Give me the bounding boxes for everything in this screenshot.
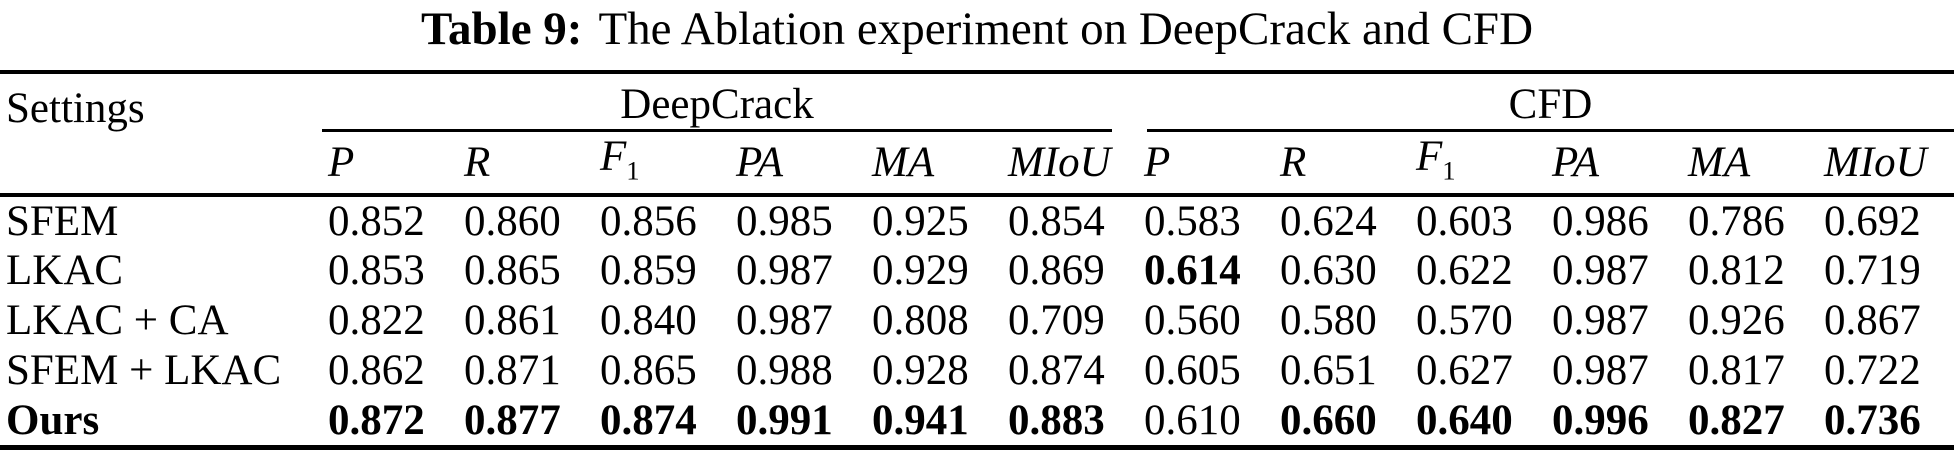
metric-value: 0.580 [1280, 297, 1377, 345]
metric-value: 0.822 [328, 297, 425, 345]
row-label: SFEM + LKAC [6, 347, 282, 395]
metric-value: 0.874 [600, 396, 697, 444]
metric-header-row: P R F1 PA MA MIoU P R F1 PA MA MIoU [0, 132, 1954, 195]
metric-value: 0.660 [1280, 396, 1377, 444]
metric-header-deepcrack-p: P [328, 138, 355, 186]
metric-value: 0.651 [1280, 347, 1377, 395]
group-header-deepcrack-label: DeepCrack [322, 74, 1112, 132]
metric-value: 0.867 [1824, 297, 1921, 345]
metric-value: 0.987 [736, 297, 833, 345]
table-row: LKAC + CA 0.822 0.861 0.840 0.987 0.808 0.709 0… [0, 296, 1954, 346]
table-caption: Table 9: The Ablation experiment on DeepC… [0, 0, 1954, 70]
metric-value: 0.987 [1552, 297, 1649, 345]
metric-value: 0.812 [1688, 247, 1785, 295]
metric-value: 0.854 [1008, 197, 1105, 245]
metric-value: 0.865 [600, 347, 697, 395]
metric-value: 0.630 [1280, 247, 1377, 295]
metric-value: 0.865 [464, 247, 561, 295]
metric-header-deepcrack-pa: PA [736, 138, 783, 186]
metric-value: 0.736 [1824, 396, 1921, 444]
metric-value: 0.874 [1008, 347, 1105, 395]
table-row: SFEM 0.852 0.860 0.856 0.985 0.925 0.854 0.583 0… [0, 195, 1954, 246]
metric-value: 0.786 [1688, 197, 1785, 245]
metric-header-cfd-p: P [1144, 138, 1171, 186]
metric-value: 0.988 [736, 347, 833, 395]
metric-value: 0.941 [872, 396, 969, 444]
metric-header-deepcrack-miou: MIoU [1008, 138, 1111, 186]
metric-value: 0.840 [600, 297, 697, 345]
metric-value: 0.883 [1008, 396, 1105, 444]
metric-header-cfd-pa: PA [1552, 138, 1599, 186]
metric-header-deepcrack-ma: MA [872, 138, 935, 186]
metric-value: 0.605 [1144, 347, 1241, 395]
metric-value: 0.926 [1688, 297, 1785, 345]
metric-header-cfd-r: R [1280, 138, 1307, 186]
group-header-cfd: CFD [1138, 72, 1954, 132]
group-header-cfd-label: CFD [1147, 74, 1954, 132]
metric-value: 0.583 [1144, 197, 1241, 245]
metric-value: 0.861 [464, 297, 561, 345]
metric-value: 0.610 [1144, 396, 1241, 444]
metric-value: 0.859 [600, 247, 697, 295]
table-row: SFEM + LKAC 0.862 0.871 0.865 0.988 0.928 0.87… [0, 346, 1954, 396]
metric-value: 0.872 [328, 396, 425, 444]
table-row: Ours 0.872 0.877 0.874 0.991 0.941 0.883 0.610 0… [0, 396, 1954, 448]
metric-value: 0.928 [872, 347, 969, 395]
table-header: Settings DeepCrack CFD P R F1 PA MA MIoU P R F1 P… [0, 72, 1954, 195]
metric-value: 0.692 [1824, 197, 1921, 245]
metric-value: 0.925 [872, 197, 969, 245]
metric-value: 0.987 [1552, 347, 1649, 395]
metric-value: 0.719 [1824, 247, 1921, 295]
metric-value: 0.622 [1416, 247, 1513, 295]
metric-header-cfd-miou: MIoU [1824, 138, 1927, 186]
metric-value: 0.987 [736, 247, 833, 295]
metric-value: 0.827 [1688, 396, 1785, 444]
metric-value: 0.985 [736, 197, 833, 245]
metric-value: 0.640 [1416, 396, 1513, 444]
row-label: Ours [6, 396, 100, 444]
metric-header-deepcrack-f1: F1 [600, 133, 640, 186]
row-label: LKAC [6, 247, 124, 295]
metric-value: 0.869 [1008, 247, 1105, 295]
group-header-row: Settings DeepCrack CFD [0, 72, 1954, 132]
table-row: LKAC 0.853 0.865 0.859 0.987 0.929 0.869 0.614 0… [0, 246, 1954, 296]
metric-value: 0.808 [872, 297, 969, 345]
metric-value: 0.627 [1416, 347, 1513, 395]
metric-value: 0.603 [1416, 197, 1513, 245]
table-body: SFEM 0.852 0.860 0.856 0.985 0.925 0.854 0.583 0… [0, 195, 1954, 448]
row-label: LKAC + CA [6, 297, 229, 345]
table-caption-label: Table 9: [420, 3, 583, 55]
row-label: SFEM [6, 197, 119, 245]
ablation-table: Settings DeepCrack CFD P R F1 PA MA MIoU P R F1 P… [0, 70, 1954, 450]
metric-value: 0.853 [328, 247, 425, 295]
metric-value: 0.614 [1144, 247, 1241, 295]
metric-value: 0.986 [1552, 197, 1649, 245]
metric-header-cfd-f1: F1 [1416, 133, 1456, 186]
metric-value: 0.624 [1280, 197, 1377, 245]
metric-value: 0.722 [1824, 347, 1921, 395]
metric-value: 0.852 [328, 197, 425, 245]
metric-header-cfd-ma: MA [1688, 138, 1751, 186]
metric-value: 0.570 [1416, 297, 1513, 345]
settings-column-header: Settings [6, 85, 145, 132]
table-caption-text: The Ablation experiment on DeepCrack and… [598, 3, 1534, 55]
metric-value: 0.709 [1008, 297, 1105, 345]
metric-value: 0.877 [464, 396, 561, 444]
metric-header-deepcrack-r: R [464, 138, 491, 186]
metric-value: 0.560 [1144, 297, 1241, 345]
metric-value: 0.817 [1688, 347, 1785, 395]
metric-value: 0.987 [1552, 247, 1649, 295]
metric-value: 0.929 [872, 247, 969, 295]
metric-value: 0.871 [464, 347, 561, 395]
metric-value: 0.860 [464, 197, 561, 245]
metric-value: 0.856 [600, 197, 697, 245]
metric-value: 0.991 [736, 396, 833, 444]
group-header-deepcrack: DeepCrack [322, 72, 1138, 132]
metric-value: 0.862 [328, 347, 425, 395]
metric-value: 0.996 [1552, 396, 1649, 444]
